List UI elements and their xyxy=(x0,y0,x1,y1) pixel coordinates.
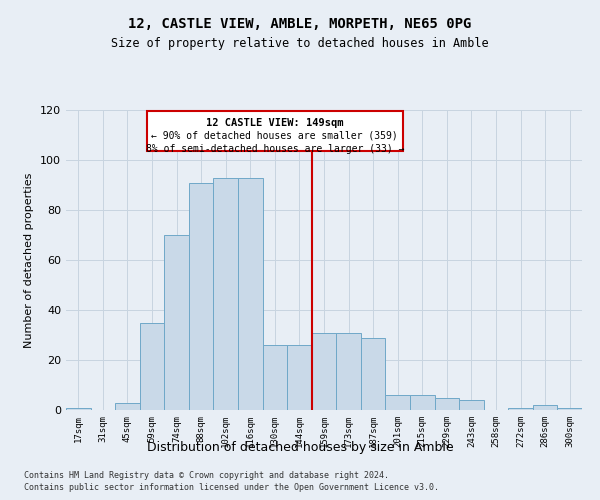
Bar xyxy=(263,345,287,410)
Bar xyxy=(287,345,312,410)
Bar xyxy=(434,398,459,410)
Bar xyxy=(312,332,336,410)
Bar xyxy=(147,112,403,151)
Bar xyxy=(533,405,557,410)
Bar xyxy=(410,395,434,410)
Bar xyxy=(115,402,140,410)
Text: Distribution of detached houses by size in Amble: Distribution of detached houses by size … xyxy=(146,441,454,454)
Bar xyxy=(238,178,263,410)
Text: 12 CASTLE VIEW: 149sqm: 12 CASTLE VIEW: 149sqm xyxy=(206,118,344,128)
Bar xyxy=(508,408,533,410)
Bar xyxy=(214,178,238,410)
Bar xyxy=(336,332,361,410)
Bar xyxy=(140,322,164,410)
Text: Contains HM Land Registry data © Crown copyright and database right 2024.: Contains HM Land Registry data © Crown c… xyxy=(24,471,389,480)
Bar xyxy=(66,408,91,410)
Text: 8% of semi-detached houses are larger (33) →: 8% of semi-detached houses are larger (3… xyxy=(146,144,404,154)
Bar xyxy=(164,235,189,410)
Text: ← 90% of detached houses are smaller (359): ← 90% of detached houses are smaller (35… xyxy=(151,130,398,141)
Text: 12, CASTLE VIEW, AMBLE, MORPETH, NE65 0PG: 12, CASTLE VIEW, AMBLE, MORPETH, NE65 0P… xyxy=(128,18,472,32)
Y-axis label: Number of detached properties: Number of detached properties xyxy=(25,172,34,348)
Bar xyxy=(459,400,484,410)
Bar xyxy=(189,182,214,410)
Bar xyxy=(385,395,410,410)
Text: Size of property relative to detached houses in Amble: Size of property relative to detached ho… xyxy=(111,38,489,51)
Text: Contains public sector information licensed under the Open Government Licence v3: Contains public sector information licen… xyxy=(24,484,439,492)
Bar xyxy=(361,338,385,410)
Bar xyxy=(557,408,582,410)
